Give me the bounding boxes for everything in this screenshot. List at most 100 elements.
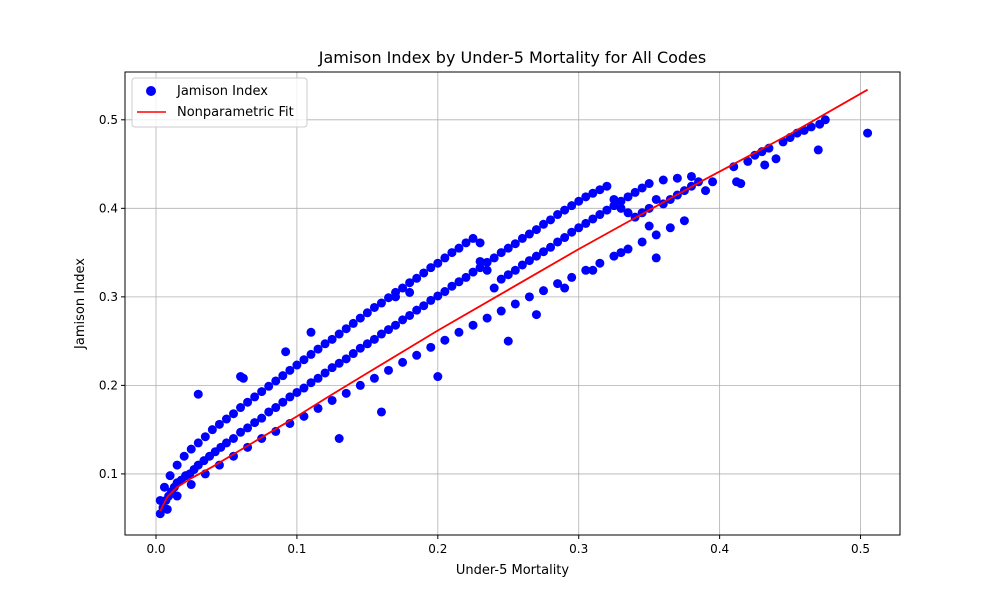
scatter-point [686,171,696,181]
x-tick-label: 0.4 [710,542,729,556]
scatter-point [341,354,351,364]
scatter-point [760,160,770,170]
scatter-point [271,403,281,413]
scatter-point [207,425,217,435]
scatter-point [299,355,309,365]
scatter-point [334,329,344,339]
scatter-point [630,187,640,197]
scatter-point [863,128,873,138]
scatter-point [581,192,591,202]
scatter-point [609,251,619,261]
scatter-point [672,173,682,183]
scatter-point [496,306,506,316]
scatter-point [200,432,210,442]
scatter-point [229,451,238,461]
y-tick-label: 0.5 [99,113,118,127]
scatter-point [193,438,203,448]
scatter-point [341,388,351,398]
scatter-point [454,327,464,337]
scatter-point [665,223,675,233]
scatter-point [412,273,422,283]
scatter-point [165,471,175,481]
scatter-point [623,208,633,218]
scatter-point [510,299,520,309]
scatter-point [193,389,203,399]
scatter-point [278,371,288,381]
scatter-point [362,339,372,349]
scatter-point [243,397,253,407]
x-axis-label: Under-5 Mortality [456,563,570,578]
grid [125,72,900,535]
scatter-point [496,248,506,258]
scatter-point [398,315,408,325]
scatter-point [616,196,626,206]
x-axis-ticks: 0.0 0.1 0.2 0.3 0.4 0.5 [146,535,870,556]
scatter-point [306,349,316,359]
scatter-point [553,279,563,289]
scatter-point [546,242,556,252]
scatter-point [468,320,478,330]
scatter-point [743,156,753,166]
scatter-point [186,480,196,490]
scatter-point [285,365,295,375]
y-axis-label: Jamison Index [73,258,88,350]
scatter-point [292,387,302,397]
scatter-point [524,292,534,302]
scatter-point [299,383,309,393]
y-axis-ticks: 0.1 0.2 0.3 0.4 0.5 [99,113,125,481]
scatter-point [595,210,605,220]
legend: Jamison Index Nonparametric Fit [131,77,308,128]
legend-marker-scatter [146,86,156,96]
scatter-point [531,251,541,261]
scatter-point [771,154,781,164]
scatter-point [419,268,429,278]
scatter-point [806,122,816,132]
scatter-point [278,397,288,407]
scatter-point [162,504,172,514]
scatter-point [609,201,619,211]
scatter-point [355,313,365,323]
y-tick-label: 0.2 [99,378,118,392]
scatter-point [405,278,415,288]
scatter-point [412,305,422,315]
scatter-point [651,253,661,263]
scatter-point [454,243,464,253]
scatter-point [510,265,520,275]
scatter-point [616,248,626,258]
scatter-point [813,145,823,155]
scatter-point [384,325,393,335]
scatter-point [327,334,337,344]
scatter-point [609,194,619,204]
scatter-point [238,373,248,383]
scatter-point [250,392,260,402]
fit-line [159,88,869,512]
scatter-point [574,223,584,233]
scatter-point [574,196,584,206]
scatter-point [461,272,471,282]
scatter-point [155,495,165,505]
scatter-point [482,313,492,323]
scatter-point [327,395,337,405]
scatter-point [553,237,563,247]
scatter-point [271,376,281,386]
scatter-point [214,419,224,429]
scatter-point [539,286,548,296]
scatter-series [155,115,873,519]
scatter-point [334,434,344,444]
scatter-point [644,179,654,189]
scatter-point [214,460,224,470]
scatter-point [229,409,238,419]
plot-frame [124,71,901,536]
scatter-point [264,407,274,417]
scatter-point [588,188,598,198]
scatter-point [440,253,450,263]
scatter-point [433,372,443,382]
scatter-point [517,233,527,243]
scatter-point [369,302,379,312]
scatter-point [616,203,626,213]
scatter-point [313,373,323,383]
x-tick-label: 0.0 [146,542,165,556]
scatter-point [595,185,605,195]
scatter-point [482,265,492,275]
scatter-point [531,310,541,320]
